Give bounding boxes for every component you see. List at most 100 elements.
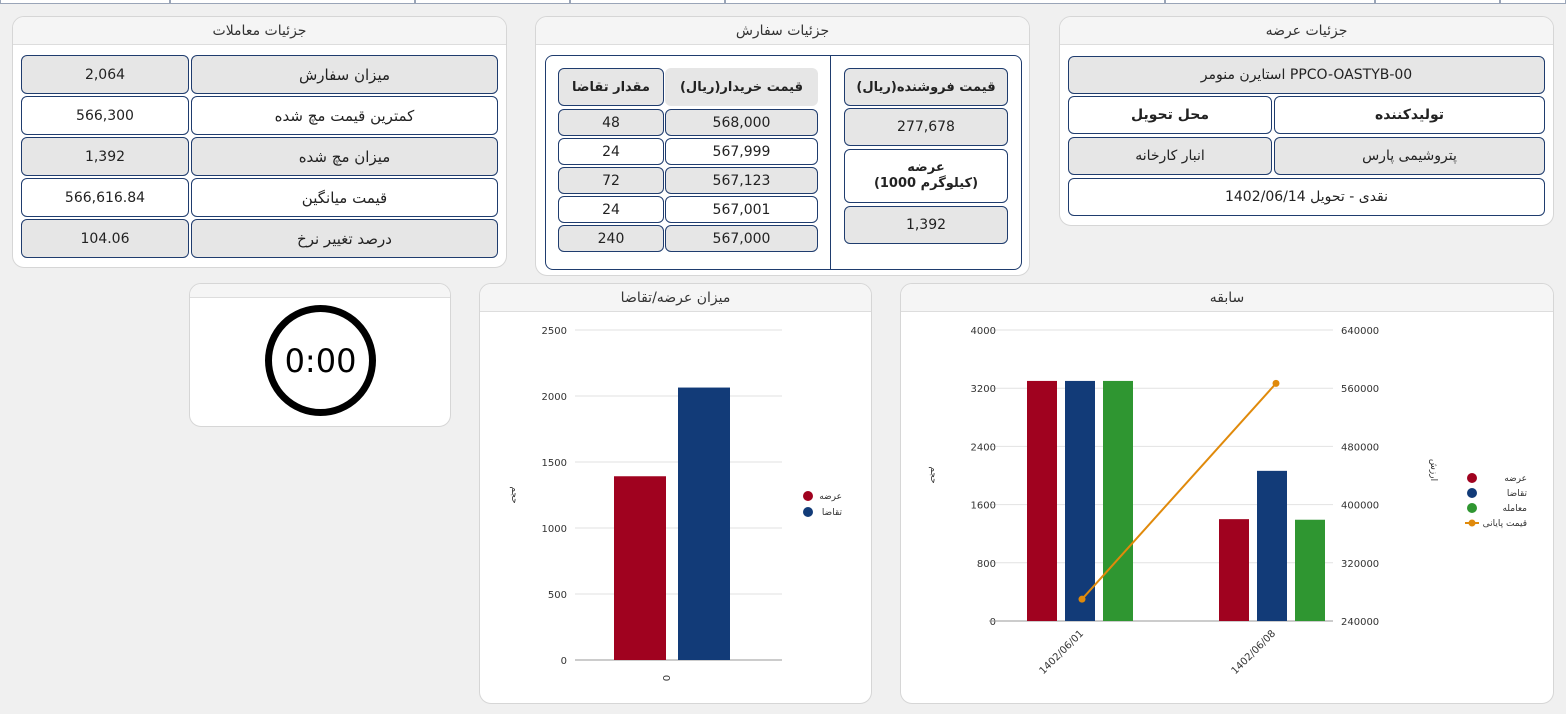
order-row-price: 567,000 <box>665 225 818 252</box>
offer-details-panel: جزئیات عرضه استایرن منومر PPCO-OASTYB-00… <box>1059 16 1554 226</box>
bar-supply <box>1219 519 1249 621</box>
y-tick-label: 4000 <box>971 326 996 337</box>
top-tab-strip <box>0 0 1566 4</box>
history-chart-title: سابقه <box>901 284 1553 312</box>
order-row-price: 567,001 <box>665 196 818 223</box>
y2-axis-label: ارزش <box>1428 459 1438 481</box>
history-chart-panel: سابقه 0 800 1600 2400 3200 4000 240000 320000 40… <box>900 283 1554 704</box>
trade-row-value: 566,300 <box>21 96 189 135</box>
order-row-price: 568,000 <box>665 109 818 136</box>
trade-row-label: میزان سفارش <box>191 55 498 94</box>
history-chart: 0 800 1600 2400 3200 4000 240000 320000 400000 48… <box>928 326 1528 677</box>
trade-row-value: 1,392 <box>21 137 189 176</box>
y2-tick-label: 400000 <box>1341 501 1379 512</box>
producer-value: پتروشیمی پارس <box>1274 137 1545 175</box>
order-row-price: 567,123 <box>665 167 818 194</box>
trade-row-label: کمترین قیمت مچ شده <box>191 96 498 135</box>
trade-row-value: 566,616.84 <box>21 178 189 217</box>
buyer-price-header: قیمت خریدار(ریال) <box>665 68 818 106</box>
price-point <box>1078 595 1086 603</box>
y-tick-label: 0 <box>990 617 996 628</box>
bar-trade <box>1103 380 1133 621</box>
payment-terms: نقدی - تحویل 1402/06/14 <box>1068 178 1545 216</box>
x-tick-label: 1402/06/01 <box>1038 628 1087 677</box>
trade-row-label: درصد تغییر نرخ <box>191 219 498 258</box>
supply-demand-chart-title: میزان عرضه/تقاضا <box>480 284 871 312</box>
delivery-place-value: انبار کارخانه <box>1068 137 1272 175</box>
y2-tick-label: 480000 <box>1341 442 1379 453</box>
y-axis-label: حجم <box>928 466 938 483</box>
order-frame <box>545 55 1022 270</box>
legend-label: معامله <box>1502 504 1527 514</box>
y2-tick-label: 640000 <box>1341 326 1379 337</box>
legend-dot <box>1468 519 1476 527</box>
y-tick-label: 0 <box>561 656 567 667</box>
bar-demand <box>1257 470 1287 621</box>
y-tick-label: 2500 <box>542 326 567 337</box>
legend-dot <box>1467 488 1477 498</box>
y2-tick-label: 320000 <box>1341 559 1379 570</box>
y-tick-label: 3200 <box>971 384 996 395</box>
supply-header-line2: (1000 کیلوگرم) <box>873 176 979 191</box>
supply-header: عرضه (1000 کیلوگرم) <box>844 149 1008 203</box>
y2-tick-label: 560000 <box>1341 384 1379 395</box>
legend-dot <box>1467 503 1477 513</box>
offer-details-title: جزئیات عرضه <box>1060 17 1553 45</box>
bar-supply <box>614 476 666 660</box>
legend-label: عرضه <box>819 492 842 502</box>
x-tick-label: 0 <box>662 675 673 681</box>
legend-label: تقاضا <box>822 508 843 518</box>
price-line <box>1081 382 1277 600</box>
product-name: استایرن منومر PPCO-OASTYB-00 <box>1068 56 1545 94</box>
x-tick-label: 1402/06/08 <box>1230 628 1279 677</box>
supply-demand-chart: 0 500 1000 1500 2000 2500 0 حجم عرضه تقاضا <box>509 326 843 681</box>
y-tick-label: 2000 <box>542 392 567 403</box>
y-tick-label: 500 <box>548 590 567 601</box>
seller-price-value: 277,678 <box>844 108 1008 146</box>
producer-header: تولیدکننده <box>1274 96 1545 134</box>
seller-price-header: قیمت فروشنده(ریال) <box>844 68 1008 106</box>
bar-trade <box>1295 519 1325 621</box>
delivery-place-header: محل تحویل <box>1068 96 1272 134</box>
order-row-qty: 72 <box>558 167 664 194</box>
timer-panel: 0:00 <box>189 283 451 427</box>
order-row-qty: 24 <box>558 196 664 223</box>
timer-value: 0:00 <box>284 341 357 380</box>
supply-value: 1,392 <box>844 206 1008 244</box>
y-tick-label: 1500 <box>542 458 567 469</box>
trade-details-panel: جزئیات معاملات میزان سفارش 2,064 کمترین قی… <box>12 16 507 268</box>
y-axis-label: حجم <box>509 486 519 503</box>
timer-ring: 0:00 <box>265 305 376 416</box>
order-row-qty: 240 <box>558 225 664 252</box>
order-row-qty: 24 <box>558 138 664 165</box>
legend-dot <box>803 491 813 501</box>
y-tick-label: 800 <box>977 559 996 570</box>
legend-label: قیمت پایانی <box>1483 519 1527 529</box>
y-tick-label: 1000 <box>542 524 567 535</box>
trade-row-label: قیمت میانگین <box>191 178 498 217</box>
legend-label: تقاضا <box>1507 489 1528 499</box>
order-details-panel: جزئیات سفارش قیمت فروشنده(ریال) 277,678 … <box>535 16 1030 276</box>
supply-header-line1: عرضه <box>907 160 945 175</box>
demand-qty-header: مقدار تقاضا <box>558 68 664 106</box>
legend-dot <box>1467 473 1477 483</box>
trade-row-label: میزان مچ شده <box>191 137 498 176</box>
trade-details-title: جزئیات معاملات <box>13 17 506 45</box>
timer-header <box>190 284 450 298</box>
legend-dot <box>803 507 813 517</box>
bar-demand <box>1065 380 1095 621</box>
y-tick-label: 2400 <box>971 442 996 453</box>
order-row-price: 567,999 <box>665 138 818 165</box>
price-point <box>1272 379 1280 387</box>
order-row-qty: 48 <box>558 109 664 136</box>
bar-supply <box>1027 380 1057 621</box>
y-tick-label: 1600 <box>971 501 996 512</box>
y2-tick-label: 240000 <box>1341 617 1379 628</box>
supply-demand-chart-panel: میزان عرضه/تقاضا 0 500 1000 1500 2000 2500 0 حج… <box>479 283 872 704</box>
legend-label: عرضه <box>1504 474 1527 484</box>
order-divider <box>830 55 831 270</box>
trade-row-value: 2,064 <box>21 55 189 94</box>
trade-row-value: 104.06 <box>21 219 189 258</box>
bar-demand <box>678 387 730 660</box>
order-details-title: جزئیات سفارش <box>536 17 1029 45</box>
